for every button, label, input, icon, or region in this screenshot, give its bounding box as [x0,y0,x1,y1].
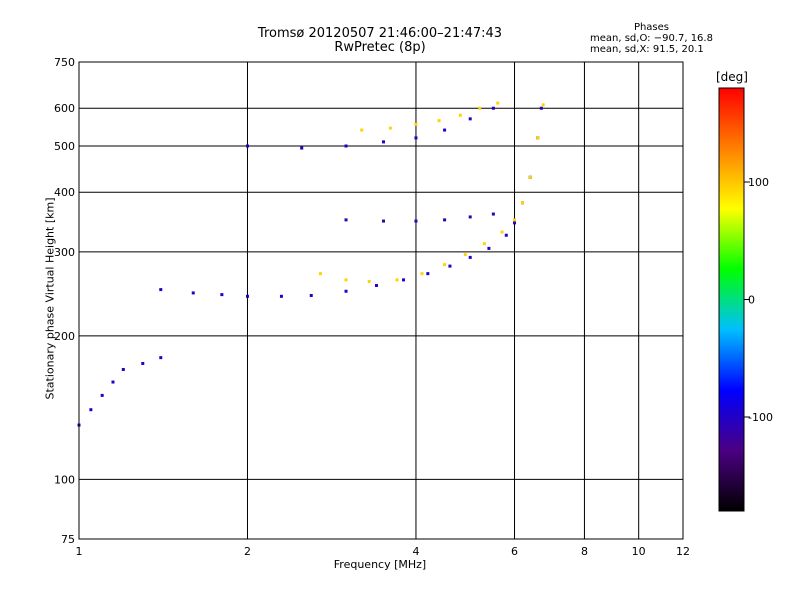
data-point [111,380,115,384]
data-point [463,253,467,257]
data-point [344,289,348,293]
x-tick-label: 2 [244,545,251,558]
data-point [536,136,540,140]
x-tick-label: 6 [511,545,518,558]
data-point [89,408,93,412]
data-point [344,144,348,148]
phases-x-mode: mean, sd,X: 91.5, 20.1 [590,44,704,55]
y-tick-label: 75 [61,533,75,546]
data-point [420,272,424,276]
x-tick-label: 1 [76,545,83,558]
data-point [513,218,517,222]
colorbar-unit-label: [deg] [716,70,748,84]
data-point [367,279,371,283]
data-point [468,117,472,121]
data-point [309,293,313,297]
data-point [220,293,224,297]
chart-title-line2: RwPretec (8p) [334,40,426,55]
data-point [141,361,145,365]
data-point [388,126,392,130]
data-point [414,219,418,223]
phases-stats: Phases mean, sd,O: −90.7, 16.8 mean, sd,… [590,22,713,55]
data-point [443,128,447,132]
data-point [159,288,163,292]
chart-title-line1: Tromsø 20120507 21:46:00–21:47:43 [257,26,503,41]
data-point [318,272,322,276]
data-point [491,212,495,216]
data-point [344,218,348,222]
data-point [360,128,364,132]
grid-layer [79,62,683,539]
data-point [245,144,249,148]
data-point [513,221,517,225]
data-point [437,119,441,123]
y-tick-label: 600 [54,102,75,115]
colorbar-tick-label: 0 [748,294,755,307]
data-point [487,246,491,250]
data-point [121,367,125,371]
data-point [539,106,543,110]
colorbar-tick-label: 100 [748,176,769,189]
colorbar [718,87,745,512]
data-point [458,113,462,117]
data-point [159,356,163,360]
data-point [382,219,386,223]
data-point [344,278,348,282]
data-point [374,283,378,287]
y-tick-label: 400 [54,186,75,199]
data-point [300,146,304,150]
data-point [443,218,447,222]
y-tick-label: 200 [54,330,75,343]
data-point [414,122,418,126]
y-tick-label: 100 [54,473,75,486]
x-axis-label: Frequency [MHz] [333,558,427,571]
data-point [443,263,447,267]
data-point [468,255,472,259]
y-tick-label: 300 [54,246,75,259]
data-point [279,294,283,298]
data-point [414,136,418,140]
colorbar-ticks: 100 0 -100 [744,176,773,424]
data-point [382,140,386,144]
x-tick-label: 8 [581,545,588,558]
data-point [500,230,504,234]
data-point [191,291,195,295]
y-axis-label: Stationary phase Virtual Height [km] [43,197,57,400]
x-tick-label: 10 [632,545,646,558]
data-point [520,201,524,205]
data-point [478,106,482,110]
data-points-layer [77,101,545,427]
plot-frame [78,61,684,540]
data-point [401,278,405,282]
data-point [245,294,249,298]
data-point [100,393,104,397]
data-point [426,272,430,276]
data-point [496,101,500,105]
x-tick-label: 12 [676,545,690,558]
phases-o-mode: mean, sd,O: −90.7, 16.8 [590,33,713,44]
data-point [504,233,508,237]
data-point [448,264,452,268]
y-tick-label: 750 [54,56,75,69]
y-tick-label: 500 [54,140,75,153]
data-point [528,175,532,179]
data-point [541,103,545,107]
data-point [395,278,399,282]
data-point [468,215,472,219]
phases-header: Phases [633,22,670,33]
data-point [491,106,495,110]
data-point [482,242,486,246]
x-tick-label: 4 [412,545,419,558]
colorbar-tick-label: -100 [748,411,773,424]
